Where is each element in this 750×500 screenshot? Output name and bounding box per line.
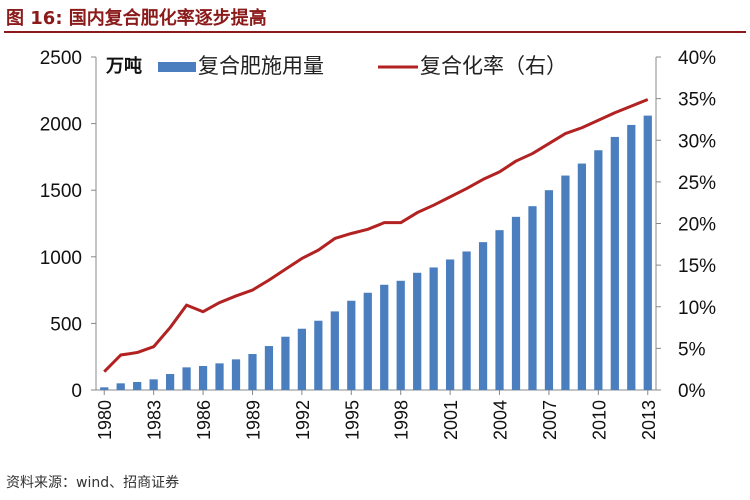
x-tick-label: 1998 bbox=[392, 400, 412, 440]
bar-2007 bbox=[544, 190, 554, 390]
bar-2003 bbox=[478, 242, 488, 390]
bar-2004 bbox=[495, 230, 504, 390]
bar-2005 bbox=[511, 216, 521, 390]
bar-1996 bbox=[363, 292, 372, 390]
right-tick-label: 10% bbox=[678, 298, 716, 319]
bar-1986 bbox=[198, 366, 208, 390]
legend-bar-swatch bbox=[158, 62, 196, 72]
bar-1998 bbox=[396, 280, 405, 390]
bar-2008 bbox=[561, 175, 570, 390]
bar-1988 bbox=[231, 359, 241, 390]
bar-1995 bbox=[347, 300, 356, 390]
bar-2002 bbox=[462, 251, 471, 390]
bar-1980 bbox=[100, 387, 109, 390]
bar-2012 bbox=[627, 124, 636, 390]
bar-1984 bbox=[166, 374, 175, 390]
x-tick-label: 2004 bbox=[491, 400, 511, 440]
left-tick-label: 1000 bbox=[40, 248, 82, 269]
x-tick-label: 1980 bbox=[95, 400, 115, 440]
line-series bbox=[103, 98, 649, 373]
right-tick-label: 0% bbox=[678, 381, 706, 402]
right-tick-label: 20% bbox=[678, 215, 716, 236]
bar-1981 bbox=[116, 383, 125, 390]
left-unit-label: 万吨 bbox=[105, 55, 142, 76]
x-tick-label: 1992 bbox=[293, 400, 313, 440]
bar-1982 bbox=[133, 382, 142, 390]
bar-1985 bbox=[182, 367, 191, 390]
x-tick-label: 2001 bbox=[441, 400, 461, 440]
left-tick-label: 2000 bbox=[40, 115, 82, 136]
right-tick-label: 30% bbox=[678, 131, 716, 152]
bar-2006 bbox=[528, 206, 537, 390]
bar-2000 bbox=[429, 267, 438, 390]
bar-1991 bbox=[281, 336, 290, 390]
left-tick-label: 2500 bbox=[40, 48, 82, 69]
left-tick-label: 0 bbox=[71, 381, 82, 402]
bar-2001 bbox=[446, 259, 455, 390]
legend-line-label: 复合化率（右） bbox=[420, 55, 567, 78]
x-tick-label: 1989 bbox=[243, 400, 263, 440]
legend-bar-label: 复合肥施用量 bbox=[198, 55, 324, 78]
chart: 0 500 1000 1500 2000 2500 0% 5% 10% 15% 20% 25% 30% 3… bbox=[40, 48, 716, 440]
bar-1987 bbox=[215, 363, 224, 390]
x-tick-label: 2013 bbox=[639, 400, 659, 440]
source-note: 资料来源：wind、招商证券 bbox=[6, 475, 180, 491]
x-tick-label: 1995 bbox=[342, 400, 362, 440]
right-tick-label: 35% bbox=[678, 90, 716, 111]
bar-1993 bbox=[314, 320, 323, 390]
x-tick-label: 2007 bbox=[540, 400, 560, 440]
bar-1999 bbox=[413, 272, 422, 390]
right-tick-label: 5% bbox=[678, 339, 706, 360]
right-tick-label: 40% bbox=[678, 48, 716, 69]
right-tick-label: 15% bbox=[678, 256, 716, 277]
x-tick-label: 2010 bbox=[589, 400, 609, 440]
x-tick-label: 1983 bbox=[145, 400, 165, 440]
title-rule bbox=[4, 31, 746, 33]
figure-title: 图 16: 国内复合肥化率逐步提高 bbox=[6, 8, 267, 29]
x-tick-label: 1986 bbox=[194, 400, 214, 440]
bar-1997 bbox=[380, 284, 389, 390]
bar-1990 bbox=[264, 346, 274, 390]
right-tick-label: 25% bbox=[678, 173, 716, 194]
bar-1983 bbox=[149, 379, 158, 390]
bar-2009 bbox=[577, 163, 586, 390]
left-tick-label: 1500 bbox=[40, 181, 82, 202]
bar-2011 bbox=[610, 136, 619, 390]
bar-2010 bbox=[594, 150, 603, 390]
bar-1992 bbox=[297, 328, 306, 390]
bar-2013 bbox=[643, 115, 652, 390]
bar-1994 bbox=[330, 311, 339, 390]
bar-1989 bbox=[248, 354, 257, 390]
left-tick-label: 500 bbox=[50, 314, 82, 335]
